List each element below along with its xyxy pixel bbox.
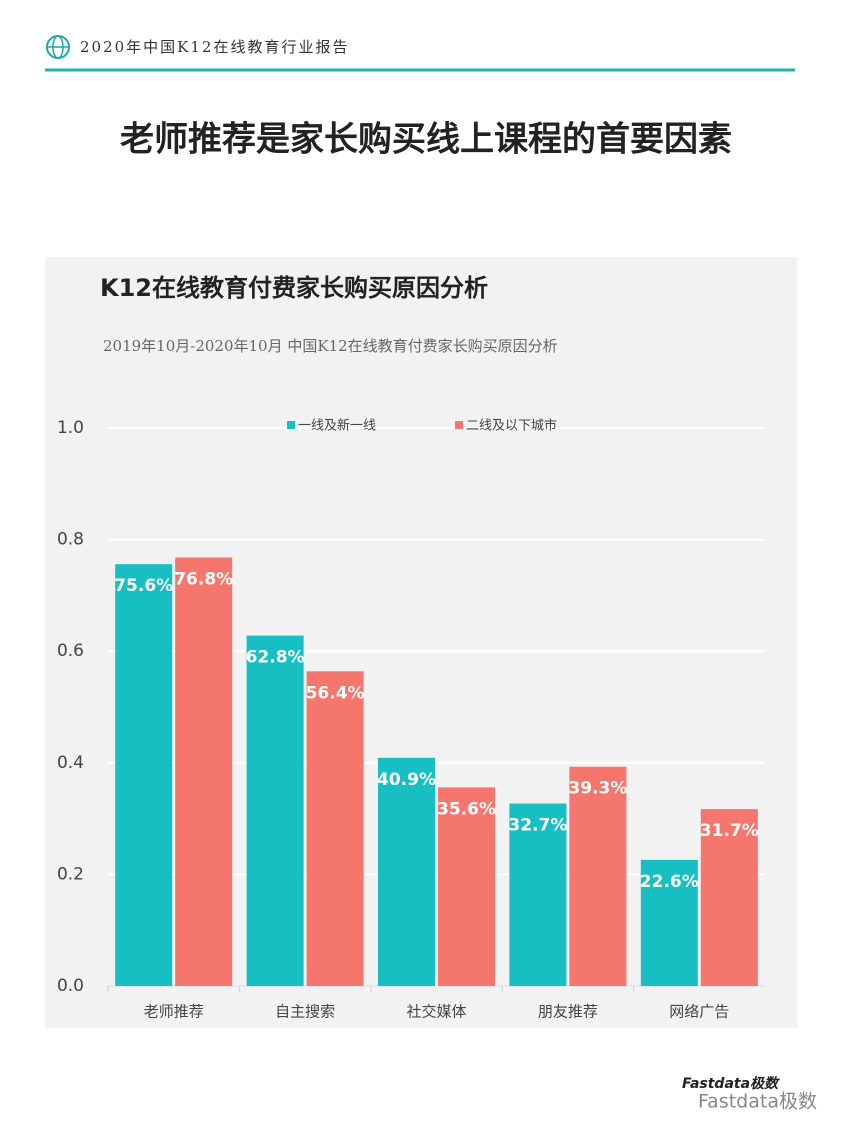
legend-label: 二线及以下城市 (466, 418, 557, 434)
value-label: 40.9% (377, 770, 436, 790)
x-tick-label: 网络广告 (669, 1003, 729, 1021)
bar (700, 809, 758, 986)
y-tick-label: 0.8 (57, 530, 84, 550)
headline: 老师推荐是家长购买线上课程的首要因素 (120, 120, 732, 160)
value-label: 31.7% (700, 821, 759, 841)
bar (438, 787, 495, 986)
y-tick-label: 1.0 (57, 418, 84, 438)
bar (306, 671, 364, 986)
y-tick-label: 0.4 (57, 753, 84, 773)
x-tick-label: 社交媒体 (406, 1003, 466, 1021)
x-tick-label: 老师推荐 (144, 1003, 204, 1021)
report-header: 2020年中国K12在线教育行业报告 (80, 38, 349, 56)
value-label: 76.8% (174, 569, 233, 589)
bar (175, 557, 233, 986)
watermark-logo: Fastdata极数 (682, 1075, 780, 1092)
watermark-account: Fastdata极数 (698, 1091, 817, 1113)
bar (640, 859, 698, 986)
chart-subtitle: 2019年10月-2020年10月 中国K12在线教育付费家长购买原因分析 (103, 337, 558, 355)
bar (246, 635, 304, 986)
legend-label: 一线及新一线 (298, 418, 376, 434)
value-label: 22.6% (640, 872, 699, 892)
bar (569, 766, 627, 986)
value-label: 35.6% (437, 799, 496, 819)
value-label: 62.8% (246, 648, 305, 668)
bar (509, 803, 567, 986)
value-label: 75.6% (114, 576, 173, 596)
chart-title: K12在线教育付费家长购买原因分析 (100, 274, 488, 302)
y-tick-label: 0.2 (57, 864, 84, 884)
bar (115, 564, 173, 986)
globe-icon-meridian (52, 35, 64, 59)
value-label: 39.3% (568, 779, 627, 799)
y-tick-label: 0.6 (57, 641, 84, 661)
x-tick-label: 朋友推荐 (538, 1003, 598, 1021)
bar (378, 757, 435, 986)
legend-swatch (455, 421, 463, 429)
value-label: 56.4% (306, 683, 365, 703)
y-tick-label: 0.0 (57, 976, 84, 996)
legend-swatch (287, 421, 295, 429)
value-label: 32.7% (508, 816, 567, 836)
x-tick-label: 自主搜索 (275, 1003, 335, 1021)
